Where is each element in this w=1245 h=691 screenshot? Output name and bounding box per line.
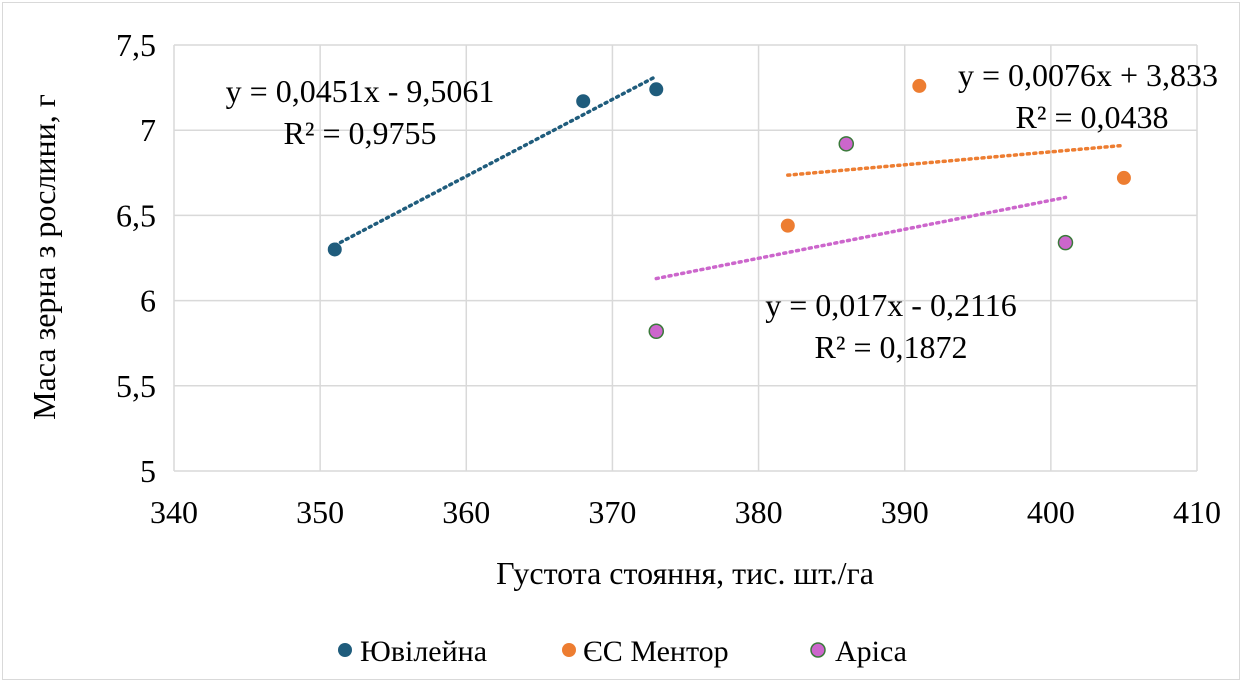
data-point-ЄС Ментор xyxy=(912,78,927,93)
legend-item-аріса: Аріса xyxy=(810,635,907,668)
grid-lines xyxy=(173,44,1198,472)
data-point-Аріса xyxy=(1057,234,1074,251)
y-tick-label: 7 xyxy=(140,112,156,148)
x-tick-label: 400 xyxy=(1027,494,1075,530)
legend-item-єс-ментор: ЄС Ментор xyxy=(562,635,729,668)
y-tick-label: 7,5 xyxy=(116,27,156,63)
data-point-ЄС Ментор xyxy=(780,218,795,233)
data-points xyxy=(327,78,1131,340)
trend-equation-аріса: y = 0,017x - 0,2116 xyxy=(765,287,1017,323)
y-tick-label: 5,5 xyxy=(116,368,156,404)
trend-r2-ювілейна: R² = 0,9755 xyxy=(284,115,437,151)
trend-label-ювілейна: y = 0,0451x - 9,5061 R² = 0,9755 xyxy=(226,73,495,151)
x-tick-label: 390 xyxy=(881,494,929,530)
trend-label-єс-ментор: y = 0,0076x + 3,833 R² = 0,0438 xyxy=(958,57,1218,135)
trend-equation-єс-ментор: y = 0,0076x + 3,833 xyxy=(958,57,1218,93)
trend-label-аріса: y = 0,017x - 0,2116 R² = 0,1872 xyxy=(765,287,1017,365)
x-tick-label: 360 xyxy=(442,494,490,530)
y-axis-title: Маса зерна з рослини, г xyxy=(26,94,62,420)
data-point-Ювілейна xyxy=(327,242,342,257)
trendline-ЄС Ментор xyxy=(786,143,1126,177)
trend-r2-аріса: R² = 0,1872 xyxy=(815,329,968,365)
legend-marker-аріса xyxy=(810,642,826,658)
trendlines xyxy=(333,74,1126,281)
y-tick-label: 6 xyxy=(140,283,156,319)
data-point-Ювілейна xyxy=(576,94,591,109)
x-axis-title: Густота стояння, тис. шт./га xyxy=(496,555,874,591)
legend-label-єс-ментор: ЄС Ментор xyxy=(583,635,729,668)
data-point-Ювілейна xyxy=(649,82,664,97)
y-tick-label: 6,5 xyxy=(116,197,156,233)
data-point-Аріса xyxy=(648,323,665,340)
x-tick-label: 340 xyxy=(150,494,198,530)
y-tick-label: 5 xyxy=(140,453,156,489)
legend-item-ювілейна: Ювілейна xyxy=(338,635,487,668)
x-tick-label: 380 xyxy=(735,494,783,530)
legend-marker-ювілейна xyxy=(338,643,352,657)
trend-r2-єс-ментор: R² = 0,0438 xyxy=(1016,99,1169,135)
trend-equation-ювілейна: y = 0,0451x - 9,5061 xyxy=(226,73,495,109)
tick-labels: 5 5,5 6 6,5 7 7,5 340 350 360 370 380 390 400 410 xyxy=(116,27,1221,530)
legend-label-аріса: Аріса xyxy=(835,635,907,668)
data-point-ЄС Ментор xyxy=(1116,170,1131,185)
legend-marker-єс-ментор xyxy=(562,643,576,657)
legend-label-ювілейна: Ювілейна xyxy=(360,635,487,668)
x-tick-label: 410 xyxy=(1173,494,1221,530)
legend: Ювілейна ЄС Ментор Аріса xyxy=(338,635,907,668)
trendline-Ювілейна xyxy=(333,74,659,248)
x-tick-label: 370 xyxy=(588,494,636,530)
data-point-Аріса xyxy=(838,136,855,152)
trendline-Аріса xyxy=(654,195,1068,281)
x-tick-label: 350 xyxy=(296,494,344,530)
